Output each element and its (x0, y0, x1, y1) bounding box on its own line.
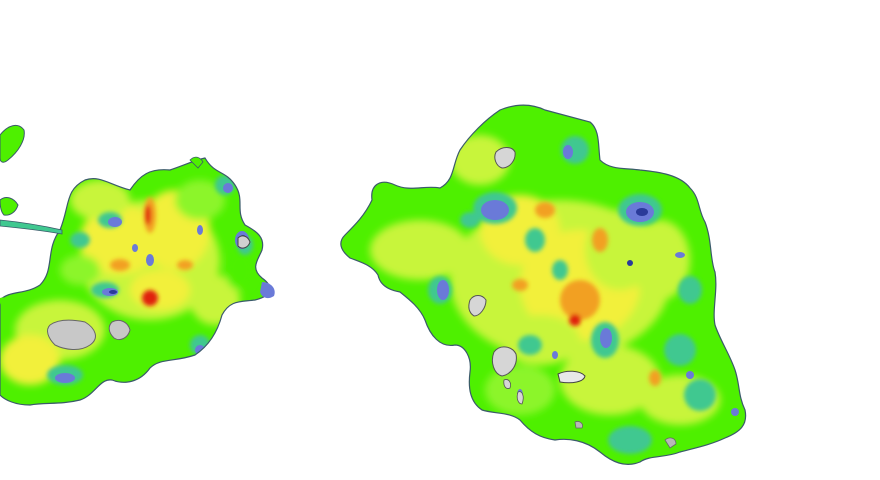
left-region (0, 124, 275, 406)
right-region (340, 104, 747, 465)
